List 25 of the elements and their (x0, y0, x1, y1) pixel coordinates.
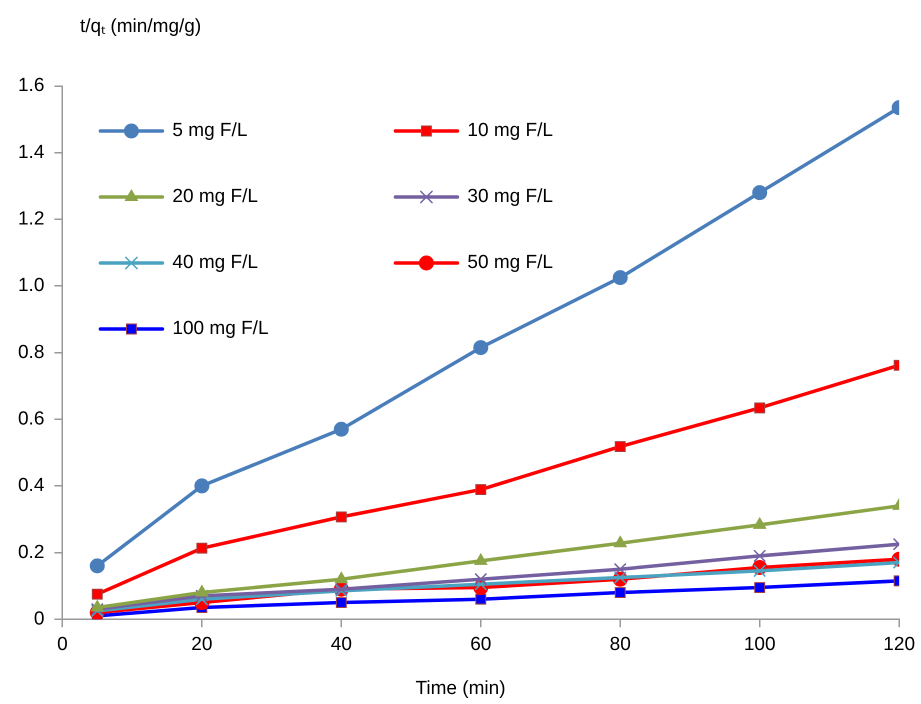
legend-label: 5 mg F/L (172, 120, 248, 142)
legend-label: 10 mg F/L (467, 120, 553, 142)
y-tick-label: 0.6 (18, 408, 44, 430)
y-tick-label: 1.0 (18, 275, 44, 296)
y-tick-label: 0.4 (18, 475, 45, 496)
legend-label: 40 mg F/L (172, 252, 258, 274)
x-tick-label: 60 (470, 634, 492, 655)
x-tick-label: 120 (883, 634, 915, 655)
legend-label: 20 mg F/L (172, 186, 258, 208)
x-tick-label: 0 (57, 634, 68, 655)
legend-label: 50 mg F/L (467, 252, 553, 274)
y-tick-label: 1.6 (18, 75, 44, 96)
x-tick-label: 40 (330, 634, 352, 655)
y-tick-label: 0 (34, 608, 44, 630)
x-tick-label: 20 (191, 634, 212, 655)
y-tick-label: 1.4 (18, 142, 45, 163)
x-tick-label: 100 (744, 634, 776, 655)
y-tick-label: 0.8 (18, 342, 44, 363)
legend-label: 30 mg F/L (467, 186, 553, 208)
x-axis-title: Time (min) (414, 678, 507, 700)
y-axis-title: t/qₜ (min/mg/g) (80, 15, 202, 38)
y-tick-label: 1.2 (18, 208, 44, 230)
legend-label: 100 mg F/L (172, 318, 269, 340)
x-tick-label: 80 (610, 634, 631, 655)
y-tick-label: 0.2 (18, 542, 44, 563)
